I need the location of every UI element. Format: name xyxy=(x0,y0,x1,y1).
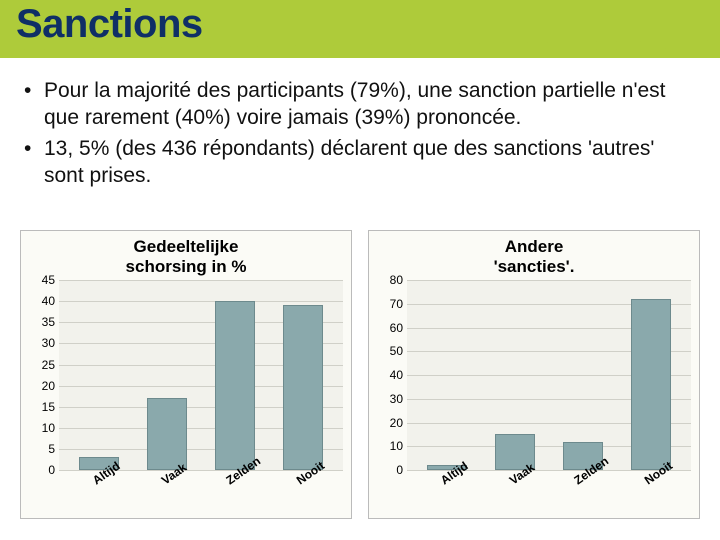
chart-title: Andere 'sancties'. xyxy=(377,237,691,276)
ytick-label: 20 xyxy=(42,379,59,393)
bar xyxy=(631,299,671,470)
ytick-label: 20 xyxy=(390,416,407,430)
ytick-label: 60 xyxy=(390,321,407,335)
ytick-label: 10 xyxy=(390,439,407,453)
bar xyxy=(283,305,323,470)
ytick-label: 40 xyxy=(390,368,407,382)
ytick-label: 5 xyxy=(48,442,59,456)
chart-gedeeltelijke: Gedeeltelijke schorsing in % 05101520253… xyxy=(20,230,352,519)
ytick-label: 40 xyxy=(42,294,59,308)
chart-plot: 051015202530354045 xyxy=(59,280,343,470)
ytick-label: 10 xyxy=(42,421,59,435)
chart-xticks: AltijdVaakZeldenNooit xyxy=(59,470,343,514)
ytick-label: 45 xyxy=(42,273,59,287)
bar xyxy=(215,301,255,470)
bullet-list: Pour la majorité des participants (79%),… xyxy=(24,78,696,194)
charts-row: Gedeeltelijke schorsing in % 05101520253… xyxy=(20,230,700,519)
ytick-label: 35 xyxy=(42,315,59,329)
page-title: Sanctions xyxy=(16,2,203,47)
ytick-label: 0 xyxy=(48,463,59,477)
ytick-label: 30 xyxy=(390,392,407,406)
ytick-label: 0 xyxy=(396,463,407,477)
chart-title: Gedeeltelijke schorsing in % xyxy=(29,237,343,276)
ytick-label: 50 xyxy=(390,344,407,358)
ytick-label: 30 xyxy=(42,336,59,350)
bullet-item: 13, 5% (des 436 répondants) déclarent qu… xyxy=(24,136,696,190)
bullet-item: Pour la majorité des participants (79%),… xyxy=(24,78,696,132)
chart-plot: 01020304050607080 xyxy=(407,280,691,470)
ytick-label: 70 xyxy=(390,297,407,311)
chart-andere: Andere 'sancties'. 01020304050607080 Alt… xyxy=(368,230,700,519)
ytick-label: 15 xyxy=(42,400,59,414)
ytick-label: 80 xyxy=(390,273,407,287)
ytick-label: 25 xyxy=(42,358,59,372)
chart-xticks: AltijdVaakZeldenNooit xyxy=(407,470,691,514)
